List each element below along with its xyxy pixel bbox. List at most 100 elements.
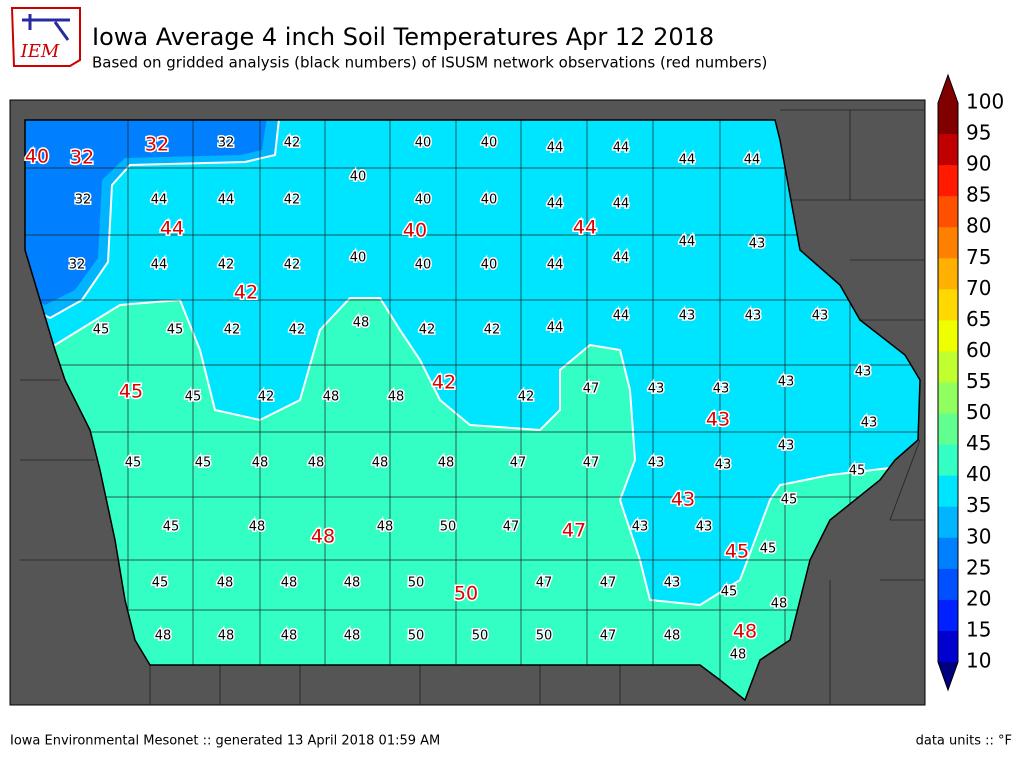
colorbar-bin [938,103,958,135]
colorbar-label: 90 [966,152,991,176]
gridded-value: 45 [760,542,777,557]
gridded-value: 42 [284,258,301,273]
gridded-value: 45 [125,456,142,471]
gridded-value: 48 [155,629,172,644]
colorbar-bin [938,568,958,601]
gridded-value: 43 [745,309,762,324]
gridded-value: 45 [195,456,212,471]
zone-30-35 [25,120,268,305]
observed-value: 44 [160,218,184,240]
gridded-value: 45 [163,520,180,535]
colorbar-bin [938,320,958,352]
gridded-value: 43 [778,439,795,454]
gridded-value: 48 [344,576,361,591]
observed-value: 32 [145,134,169,156]
subtitle: Based on gridded analysis (black numbers… [92,54,767,72]
gridded-value: 42 [484,323,501,338]
colorbar-label: 65 [966,307,991,331]
gridded-value: 43 [632,520,649,535]
colorbar-label: 10 [966,649,991,673]
gridded-value: 42 [518,390,535,405]
gridded-value: 48 [730,648,747,663]
gridded-value: 45 [93,323,110,338]
gridded-value: 43 [648,456,665,471]
gridded-value: 42 [284,136,301,151]
gridded-value: 43 [861,416,878,431]
gridded-value: 43 [648,382,665,397]
gridded-value: 45 [185,390,202,405]
colorbar-label: 70 [966,276,991,300]
colorbar-bin [938,289,958,321]
colorbar-label: 45 [966,431,991,455]
gridded-value: 43 [855,365,872,380]
observed-value: 32 [70,147,94,169]
gridded-value: 43 [812,309,829,324]
logo: IEM [10,7,81,67]
gridded-value: 50 [536,629,553,644]
gridded-value: 45 [167,323,184,338]
zone-40-45 [25,120,920,607]
colorbar-bin [938,413,958,446]
logo-icon [22,14,70,41]
colorbar-bin [938,444,958,477]
observed-value: 43 [706,409,730,431]
title: Iowa Average 4 inch Soil Temperatures Ap… [92,23,714,51]
gridded-value: 40 [415,193,432,208]
gridded-value: 50 [440,520,457,535]
colorbar-label: 60 [966,338,991,362]
colorbar-bin [938,196,958,228]
gridded-value: 45 [849,464,866,479]
gridded-value: 42 [284,193,301,208]
gridded-value: 40 [481,193,498,208]
gridded-value: 44 [679,153,696,168]
gridded-value: 48 [372,456,389,471]
gridded-value: 44 [613,309,630,324]
gridded-value: 48 [281,576,298,591]
gridded-value: 40 [481,136,498,151]
observed-value: 48 [733,621,757,643]
gridded-value: 45 [781,493,798,508]
colorbar-label: 85 [966,183,991,207]
colorbar-bin [938,382,958,415]
gridded-value: 32 [69,258,86,273]
gridded-value: 42 [419,323,436,338]
gridded-value: 32 [75,193,92,208]
gridded-value: 48 [353,316,370,331]
map-labels: 32 42 40 40 44 44 44 44 32 44 44 42 40 40 40 44 44 44 43 32… [23,132,878,664]
colorbar-label: 100 [966,90,1004,114]
colorbar-label: 20 [966,586,991,610]
gridded-value: 45 [152,576,169,591]
gridded-value: 48 [438,456,455,471]
gridded-value: 50 [472,629,489,644]
gridded-value: 43 [715,458,732,473]
colorbar-bin [938,351,958,383]
gridded-value: 44 [613,197,630,212]
colorbar-bin [938,165,958,197]
gridded-value: 40 [481,258,498,273]
gridded-value: 48 [281,629,298,644]
gridded-value: 40 [415,258,432,273]
observed-value: 45 [725,541,749,563]
logo-text: IEM [20,41,60,62]
gridded-value: 42 [224,323,241,338]
colorbar-bin [938,227,958,259]
gridded-value: 47 [583,382,600,397]
colorbar-label: 80 [966,214,991,238]
observed-value: 44 [573,217,597,239]
observed-value: 43 [671,489,695,511]
colorbar-bin [938,630,958,663]
gridded-value: 48 [218,629,235,644]
gridded-value: 40 [350,251,367,266]
neighbor-counties [20,109,925,705]
observed-value: 47 [562,520,586,542]
gridded-value: 44 [613,251,630,266]
footer-right: data units :: °F [916,734,1012,749]
gridded-value: 43 [679,309,696,324]
observed-value: 42 [234,282,258,304]
gridded-value: 44 [547,321,564,336]
gridded-value: 44 [547,258,564,273]
observed-value: 40 [403,220,427,242]
gridded-value: 42 [258,390,275,405]
colorbar-extend-top [938,75,958,103]
